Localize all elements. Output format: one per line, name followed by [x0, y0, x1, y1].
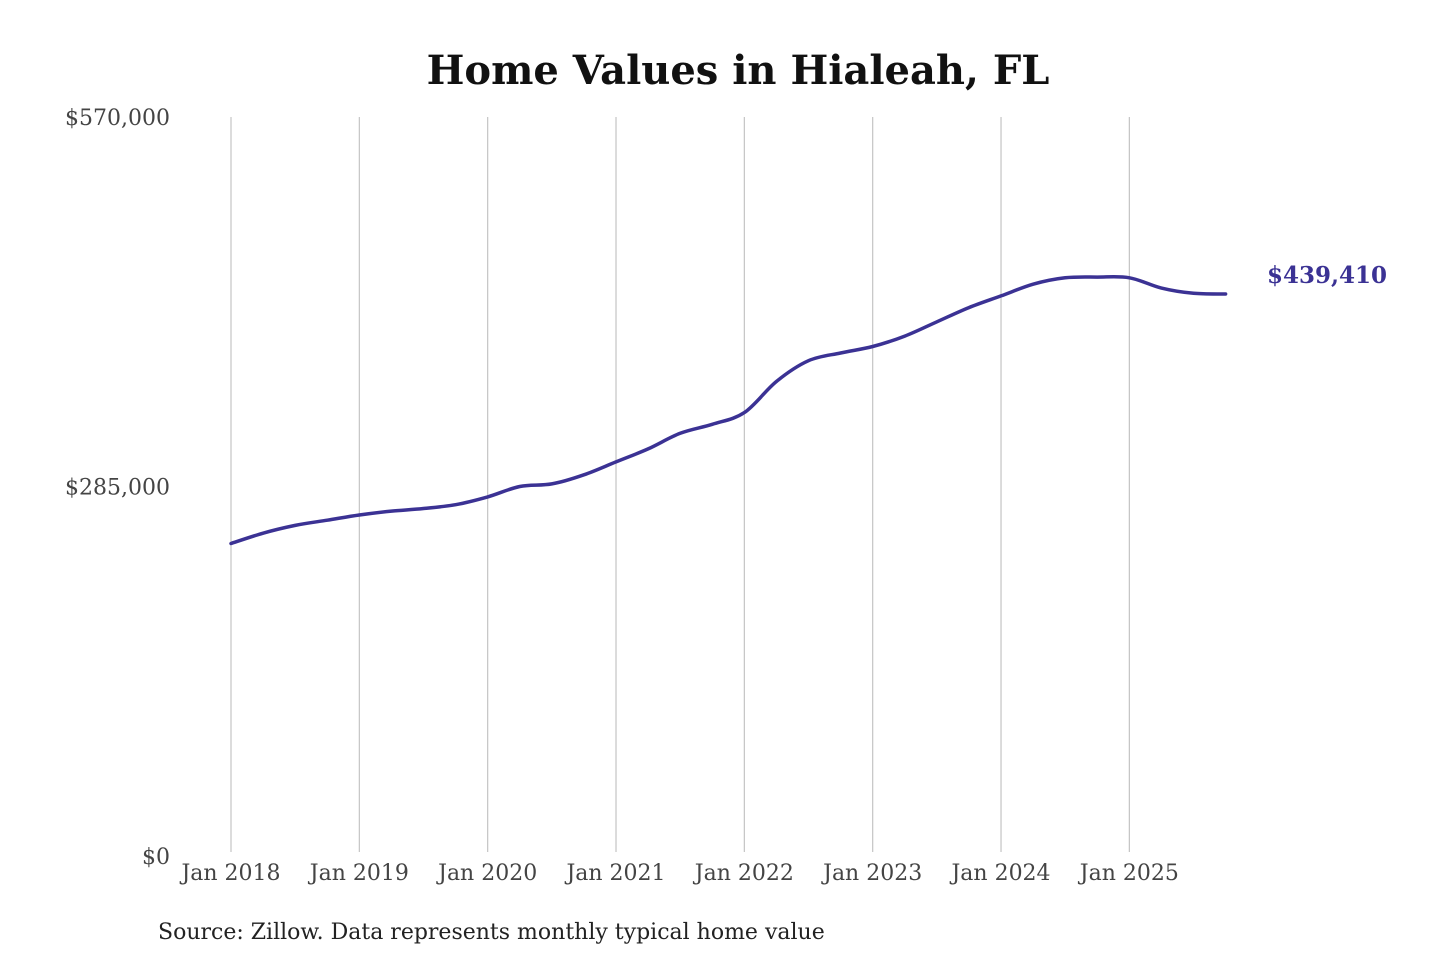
x-tick-label-6: Jan 2024 — [949, 861, 1050, 886]
y-tick-label-1: $285,000 — [65, 476, 170, 501]
y-tick-label-0: $0 — [142, 845, 170, 870]
x-tick-label-3: Jan 2021 — [564, 861, 665, 886]
x-axis-tick-labels: Jan 2018 Jan 2019 Jan 2020 Jan 2021 Jan 2022… — [179, 861, 1178, 886]
vertical-gridlines — [230, 117, 1130, 852]
x-tick-label-1: Jan 2019 — [308, 861, 409, 886]
x-tick-label-4: Jan 2022 — [693, 861, 794, 886]
chart-title: Home Values in Hialeah, FL — [427, 47, 1050, 94]
x-tick-label-5: Jan 2023 — [821, 861, 922, 886]
x-tick-label-7: Jan 2025 — [1078, 861, 1179, 886]
series-end-value-label-0: $439,410 — [1267, 262, 1387, 289]
y-axis-tick-labels: $0 $285,000 $570,000 — [65, 106, 170, 870]
x-tick-label-0: Jan 2018 — [179, 861, 280, 886]
source-note: Source: Zillow. Data represents monthly … — [158, 920, 825, 945]
y-tick-label-2: $570,000 — [65, 106, 170, 131]
series-group: $439,410 — [229, 262, 1387, 546]
series-line-0 — [229, 274, 1228, 546]
x-tick-label-2: Jan 2020 — [436, 861, 537, 886]
